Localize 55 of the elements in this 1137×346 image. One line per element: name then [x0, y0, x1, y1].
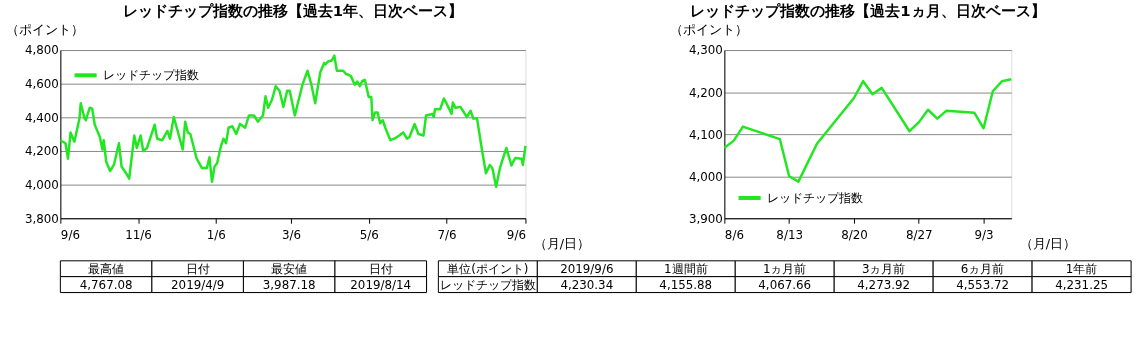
text: 単位(ポイント) [447, 261, 529, 276]
x-axis-title: （月/日） [1019, 236, 1077, 252]
y-axis-title: （ポイント） [670, 21, 749, 37]
text: 1週間前 [663, 261, 708, 276]
x-tick-label: 8/6 [724, 227, 744, 242]
x-tick-label: 11/6 [125, 227, 152, 242]
y-tick-label: 4,600 [24, 77, 59, 92]
text: 1ヵ月前 [762, 261, 807, 276]
line-series [59, 54, 527, 189]
text: 4,067.66 [758, 277, 812, 292]
text: 日付 [185, 261, 210, 276]
line-series [723, 78, 1013, 183]
text: 3,987.18 [262, 277, 316, 292]
x-tick-label: 8/13 [776, 227, 803, 242]
y-tick-label: 4,100 [688, 127, 723, 142]
y-tick-label: 4,200 [24, 144, 59, 159]
text: 2019/8/14 [350, 277, 412, 292]
x-tick-label: 9/3 [974, 227, 994, 242]
legend-label: レッドチップ指数 [102, 68, 199, 83]
x-tick-label: 5/6 [359, 227, 379, 242]
x-tick-label: 1/6 [206, 227, 226, 242]
text: 4,230.34 [560, 277, 614, 292]
x-tick-label: 8/27 [905, 227, 933, 242]
text: 4,231.25 [1055, 277, 1108, 292]
x-axis-title: （月/日） [533, 236, 591, 252]
x-tick-label: 3/6 [281, 227, 302, 242]
x-tick-label: 8/20 [841, 227, 868, 242]
chart-title: レッドチップ指数の推移【過去1年、日次ベース】 [122, 2, 464, 20]
text: 1年前 [1065, 261, 1098, 276]
legend-label: レッドチップ指数 [766, 190, 863, 205]
y-tick-label: 4,400 [24, 110, 59, 125]
y-tick-label: 4,300 [688, 43, 723, 58]
text: 2019/4/9 [171, 277, 225, 292]
text: レッドチップ指数 [439, 277, 536, 292]
text: 6ヵ月前 [960, 261, 1005, 276]
y-tick-label: 4,200 [688, 85, 723, 100]
text: 最安値 [271, 261, 308, 276]
y-tick-label: 4,000 [688, 169, 723, 184]
x-tick-label: 9/6 [506, 227, 526, 242]
text: 4,767.08 [79, 277, 133, 292]
y-axis-title: （ポイント） [6, 21, 85, 37]
y-tick-label: 4,800 [24, 43, 59, 58]
text: 日付 [368, 261, 393, 276]
x-tick-label: 9/6 [60, 227, 80, 242]
text: 4,155.88 [659, 277, 713, 292]
y-tick-label: 3,900 [688, 211, 723, 226]
text: 2019/9/6 [560, 261, 614, 276]
chart-title: レッドチップ指数の推移【過去1ヵ月、日次ベース】 [690, 2, 1046, 20]
text: 4,273.92 [857, 277, 911, 292]
y-tick-label: 3,800 [24, 211, 59, 226]
y-tick-label: 4,000 [24, 178, 59, 193]
text: 3ヵ月前 [861, 261, 906, 276]
text: 4,553.72 [956, 277, 1010, 292]
x-tick-label: 7/6 [437, 227, 457, 242]
text: 最高値 [88, 261, 125, 276]
